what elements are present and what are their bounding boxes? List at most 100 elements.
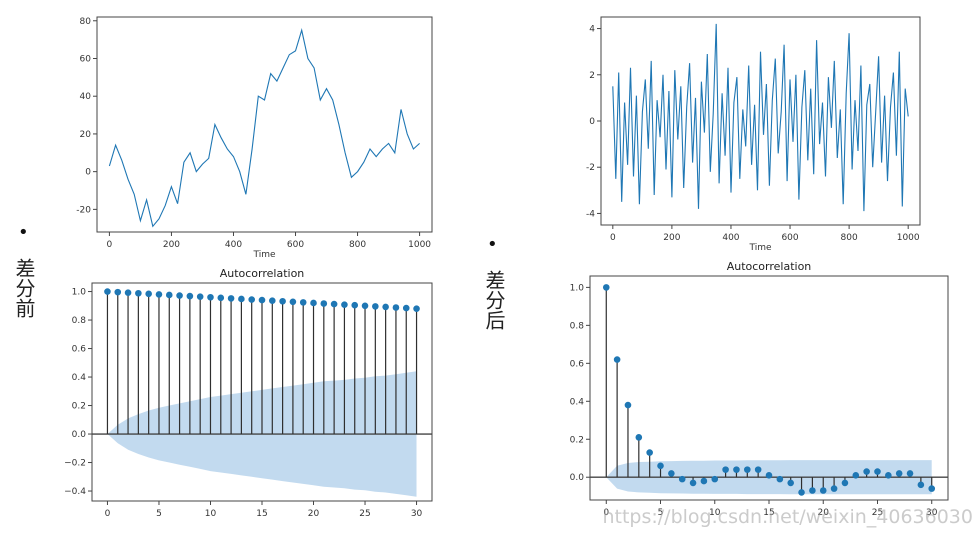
acf_before-marker bbox=[289, 298, 297, 306]
acf_before-marker bbox=[207, 293, 214, 301]
ts_before-ytick-label: 20 bbox=[80, 130, 92, 140]
acf_before-marker bbox=[258, 296, 266, 304]
ts_after-xtick-label: 600 bbox=[781, 233, 798, 243]
ts_before-xtick-label: 200 bbox=[163, 240, 180, 250]
acf_after-ytick-label: 0.4 bbox=[570, 397, 585, 407]
left-caption: 差分前 bbox=[12, 258, 36, 318]
acf_before-marker bbox=[269, 297, 276, 304]
acf_before-ytick-label: 0.4 bbox=[72, 373, 87, 383]
acf_before-ytick-label: −0.2 bbox=[64, 459, 86, 469]
acf_after-ytick-label: 1.0 bbox=[570, 283, 585, 293]
acf_before-marker bbox=[124, 289, 132, 296]
ts_after-ytick-label: -2 bbox=[586, 163, 595, 173]
acf_after-marker bbox=[668, 470, 675, 477]
acf_before-marker bbox=[382, 303, 389, 311]
acf_after-axes: 0 5 10 15 20 25 30 0.0 0.2 0.4 0.6 0.8 1.0 Autocorrel… bbox=[570, 260, 938, 518]
acf_after-marker bbox=[711, 475, 719, 483]
acf_before-marker bbox=[104, 288, 111, 295]
ts_before-xtick-label: 400 bbox=[225, 240, 242, 250]
acf_before-xtick-label: 0 bbox=[105, 509, 111, 519]
acf_after-marker bbox=[754, 466, 762, 473]
ts_before-ytick-label: 40 bbox=[80, 92, 92, 102]
acf_after-ytick-label: 0.6 bbox=[570, 359, 585, 369]
acf_before-ytick-label: 1.0 bbox=[72, 288, 87, 298]
acf_before-marker bbox=[310, 299, 317, 307]
ts_before-ytick-label: 80 bbox=[80, 17, 92, 27]
ts_before-ytick-label: 0 bbox=[85, 168, 91, 178]
acf_before-xtick-label: 5 bbox=[156, 509, 162, 519]
acf_before-title: Autocorrelation bbox=[220, 267, 305, 280]
acf_after-xtick-label: 30 bbox=[926, 508, 938, 518]
acf_after-marker bbox=[874, 468, 881, 475]
acf_after-frame bbox=[589, 275, 949, 501]
ts_before-xtick-label: 0 bbox=[107, 240, 113, 250]
ts_before-xlabel: Time bbox=[252, 250, 275, 260]
ts_before-xtick-label: 800 bbox=[349, 240, 366, 250]
acf_before-marker bbox=[155, 291, 163, 298]
acf_before-marker bbox=[217, 294, 225, 302]
acf_before-ytick-label: 0.6 bbox=[72, 345, 87, 355]
acf_after-marker bbox=[678, 475, 686, 483]
acf_after-title: Autocorrelation bbox=[727, 260, 812, 273]
acf_before-marker bbox=[330, 300, 338, 308]
acf_before-marker bbox=[248, 296, 255, 303]
acf_after-marker bbox=[841, 479, 849, 487]
acf_before-marker bbox=[279, 297, 286, 305]
acf_after-marker bbox=[635, 434, 643, 441]
acf_after-xtick-label: 20 bbox=[818, 508, 830, 518]
acf_after-marker bbox=[733, 466, 740, 473]
acf_after-marker bbox=[830, 485, 838, 492]
ts_after-xtick-label: 200 bbox=[663, 233, 680, 243]
acf_after-marker bbox=[787, 479, 794, 487]
acf_before-marker bbox=[186, 292, 194, 300]
acf_after-marker bbox=[798, 489, 805, 496]
acf_after-marker bbox=[809, 487, 816, 494]
acf_before-xtick-label: 10 bbox=[205, 509, 217, 519]
acf_before-marker bbox=[413, 305, 420, 312]
ts_after-xtick-label: 1000 bbox=[897, 233, 920, 243]
left-bullet: • bbox=[18, 222, 29, 243]
ts_after-xtick-label: 400 bbox=[722, 233, 739, 243]
ts_after-ytick-label: 0 bbox=[589, 117, 595, 127]
ts_before-frame bbox=[96, 16, 433, 233]
acf_after-marker bbox=[765, 472, 773, 479]
acf_after-xtick-label: 5 bbox=[658, 508, 664, 518]
acf_after-marker bbox=[700, 477, 708, 485]
acf_after-marker bbox=[722, 466, 729, 473]
acf_before-ytick-label: 0.0 bbox=[72, 430, 87, 440]
ts_before-xtick-label: 1000 bbox=[408, 240, 431, 250]
acf_after-marker bbox=[689, 479, 697, 487]
ts_after-xtick-label: 0 bbox=[610, 233, 616, 243]
acf_before-xtick-label: 15 bbox=[256, 509, 267, 519]
acf_before-marker bbox=[135, 289, 142, 297]
ts_before-series-line bbox=[108, 28, 420, 228]
acf_before-marker bbox=[320, 300, 328, 307]
acf_after-marker bbox=[776, 475, 784, 483]
acf_after-marker bbox=[744, 466, 751, 473]
acf_before-marker bbox=[351, 301, 359, 309]
acf_before-axes: 0 5 10 15 20 25 30 −0.4 −0.2 0.0 0.2 0.4 0.6 0.8 1.0 Au… bbox=[64, 267, 422, 519]
acf_after-marker bbox=[928, 485, 936, 492]
ts_before-axes: 0 200 400 600 800 1000 -20 0 20 40 60 80 Time bbox=[76, 17, 431, 260]
acf_after-ytick-label: 0.2 bbox=[570, 435, 584, 445]
acf_before-xtick-label: 20 bbox=[308, 509, 320, 519]
ts_after-xtick-label: 800 bbox=[841, 233, 858, 243]
acf_after-xtick-label: 10 bbox=[709, 508, 721, 518]
acf_after-ytick-label: 0.0 bbox=[570, 473, 585, 483]
ts_after-frame bbox=[600, 16, 921, 226]
acf_after-ytick-label: 0.8 bbox=[570, 321, 585, 331]
acf_after-xtick-label: 15 bbox=[763, 508, 774, 518]
ts_before-ytick-label: 60 bbox=[80, 54, 92, 64]
acf_after-marker bbox=[852, 472, 860, 479]
acf_before-marker bbox=[402, 304, 410, 312]
ts_after-ytick-label: -4 bbox=[586, 209, 595, 219]
acf_after-marker bbox=[863, 468, 870, 475]
acf_before-xtick-label: 30 bbox=[411, 509, 423, 519]
acf_before-marker bbox=[372, 303, 379, 310]
acf_after-marker bbox=[819, 487, 827, 494]
acf_after-marker bbox=[906, 470, 914, 477]
ts_after-series-line bbox=[612, 23, 909, 212]
acf_before-marker bbox=[238, 295, 245, 303]
acf_after-marker bbox=[613, 356, 621, 363]
